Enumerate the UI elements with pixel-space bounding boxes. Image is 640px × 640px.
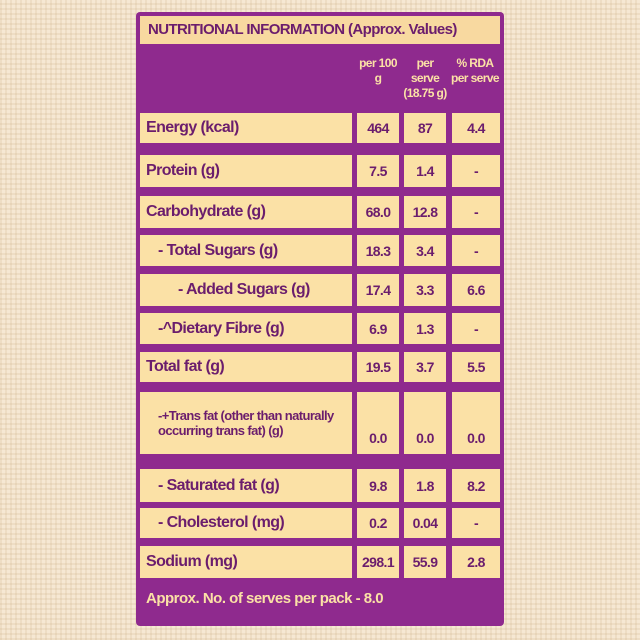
- row-label: - Total Sugars (g): [140, 235, 352, 266]
- row-value: -: [452, 508, 500, 538]
- row-value: 3.7: [404, 352, 446, 382]
- footer: Approx. No. of serves per pack - 8.0: [146, 590, 384, 607]
- row-value: 0.2: [357, 508, 399, 538]
- row-value: 298.1: [357, 546, 399, 578]
- title: NUTRITIONAL INFORMATION (Approx. Values): [140, 16, 500, 44]
- row-value: 8.2: [452, 469, 500, 502]
- row-value: 464: [357, 113, 399, 143]
- row-value: 7.5: [357, 155, 399, 187]
- column-header: % RDA per serve: [451, 56, 500, 85]
- row-value: 3.4: [404, 235, 446, 266]
- row-value: 0.04: [404, 508, 446, 538]
- row-value: 12.8: [404, 196, 446, 228]
- row-value: 19.5: [357, 352, 399, 382]
- row-label: Carbohydrate (g): [140, 196, 352, 228]
- row-label: -+Trans fat (other than naturally occurr…: [140, 392, 352, 454]
- row-value: 55.9: [404, 546, 446, 578]
- row-value: 6.6: [452, 274, 500, 306]
- row-value: -: [452, 235, 500, 266]
- row-label: - Saturated fat (g): [140, 469, 352, 502]
- row-label: Energy (kcal): [140, 113, 352, 143]
- row-label: - Cholesterol (mg): [140, 508, 352, 538]
- row-value: 0.0: [357, 392, 399, 454]
- row-value: 1.4: [404, 155, 446, 187]
- row-value: 1.3: [404, 313, 446, 344]
- row-value: 68.0: [357, 196, 399, 228]
- row-value: 0.0: [452, 392, 500, 454]
- row-value: 9.8: [357, 469, 399, 502]
- row-value: -: [452, 313, 500, 344]
- row-label: Total fat (g): [140, 352, 352, 382]
- row-value: 6.9: [357, 313, 399, 344]
- row-label: - Added Sugars (g): [140, 274, 352, 306]
- row-value: 4.4: [452, 113, 500, 143]
- row-value: -: [452, 155, 500, 187]
- row-value: 1.8: [404, 469, 446, 502]
- row-label: Sodium (mg): [140, 546, 352, 578]
- column-header: per 100 g: [359, 56, 397, 85]
- column-header: per serve (18.75 g): [403, 56, 447, 100]
- row-label: -^Dietary Fibre (g): [140, 313, 352, 344]
- row-value: 17.4: [357, 274, 399, 306]
- row-value: -: [452, 196, 500, 228]
- row-value: 18.3: [357, 235, 399, 266]
- row-value: 5.5: [452, 352, 500, 382]
- row-value: 0.0: [404, 392, 446, 454]
- nutrition-panel: NUTRITIONAL INFORMATION (Approx. Values)…: [136, 12, 504, 626]
- row-label: Protein (g): [140, 155, 352, 187]
- row-value: 87: [404, 113, 446, 143]
- row-value: 2.8: [452, 546, 500, 578]
- row-value: 3.3: [404, 274, 446, 306]
